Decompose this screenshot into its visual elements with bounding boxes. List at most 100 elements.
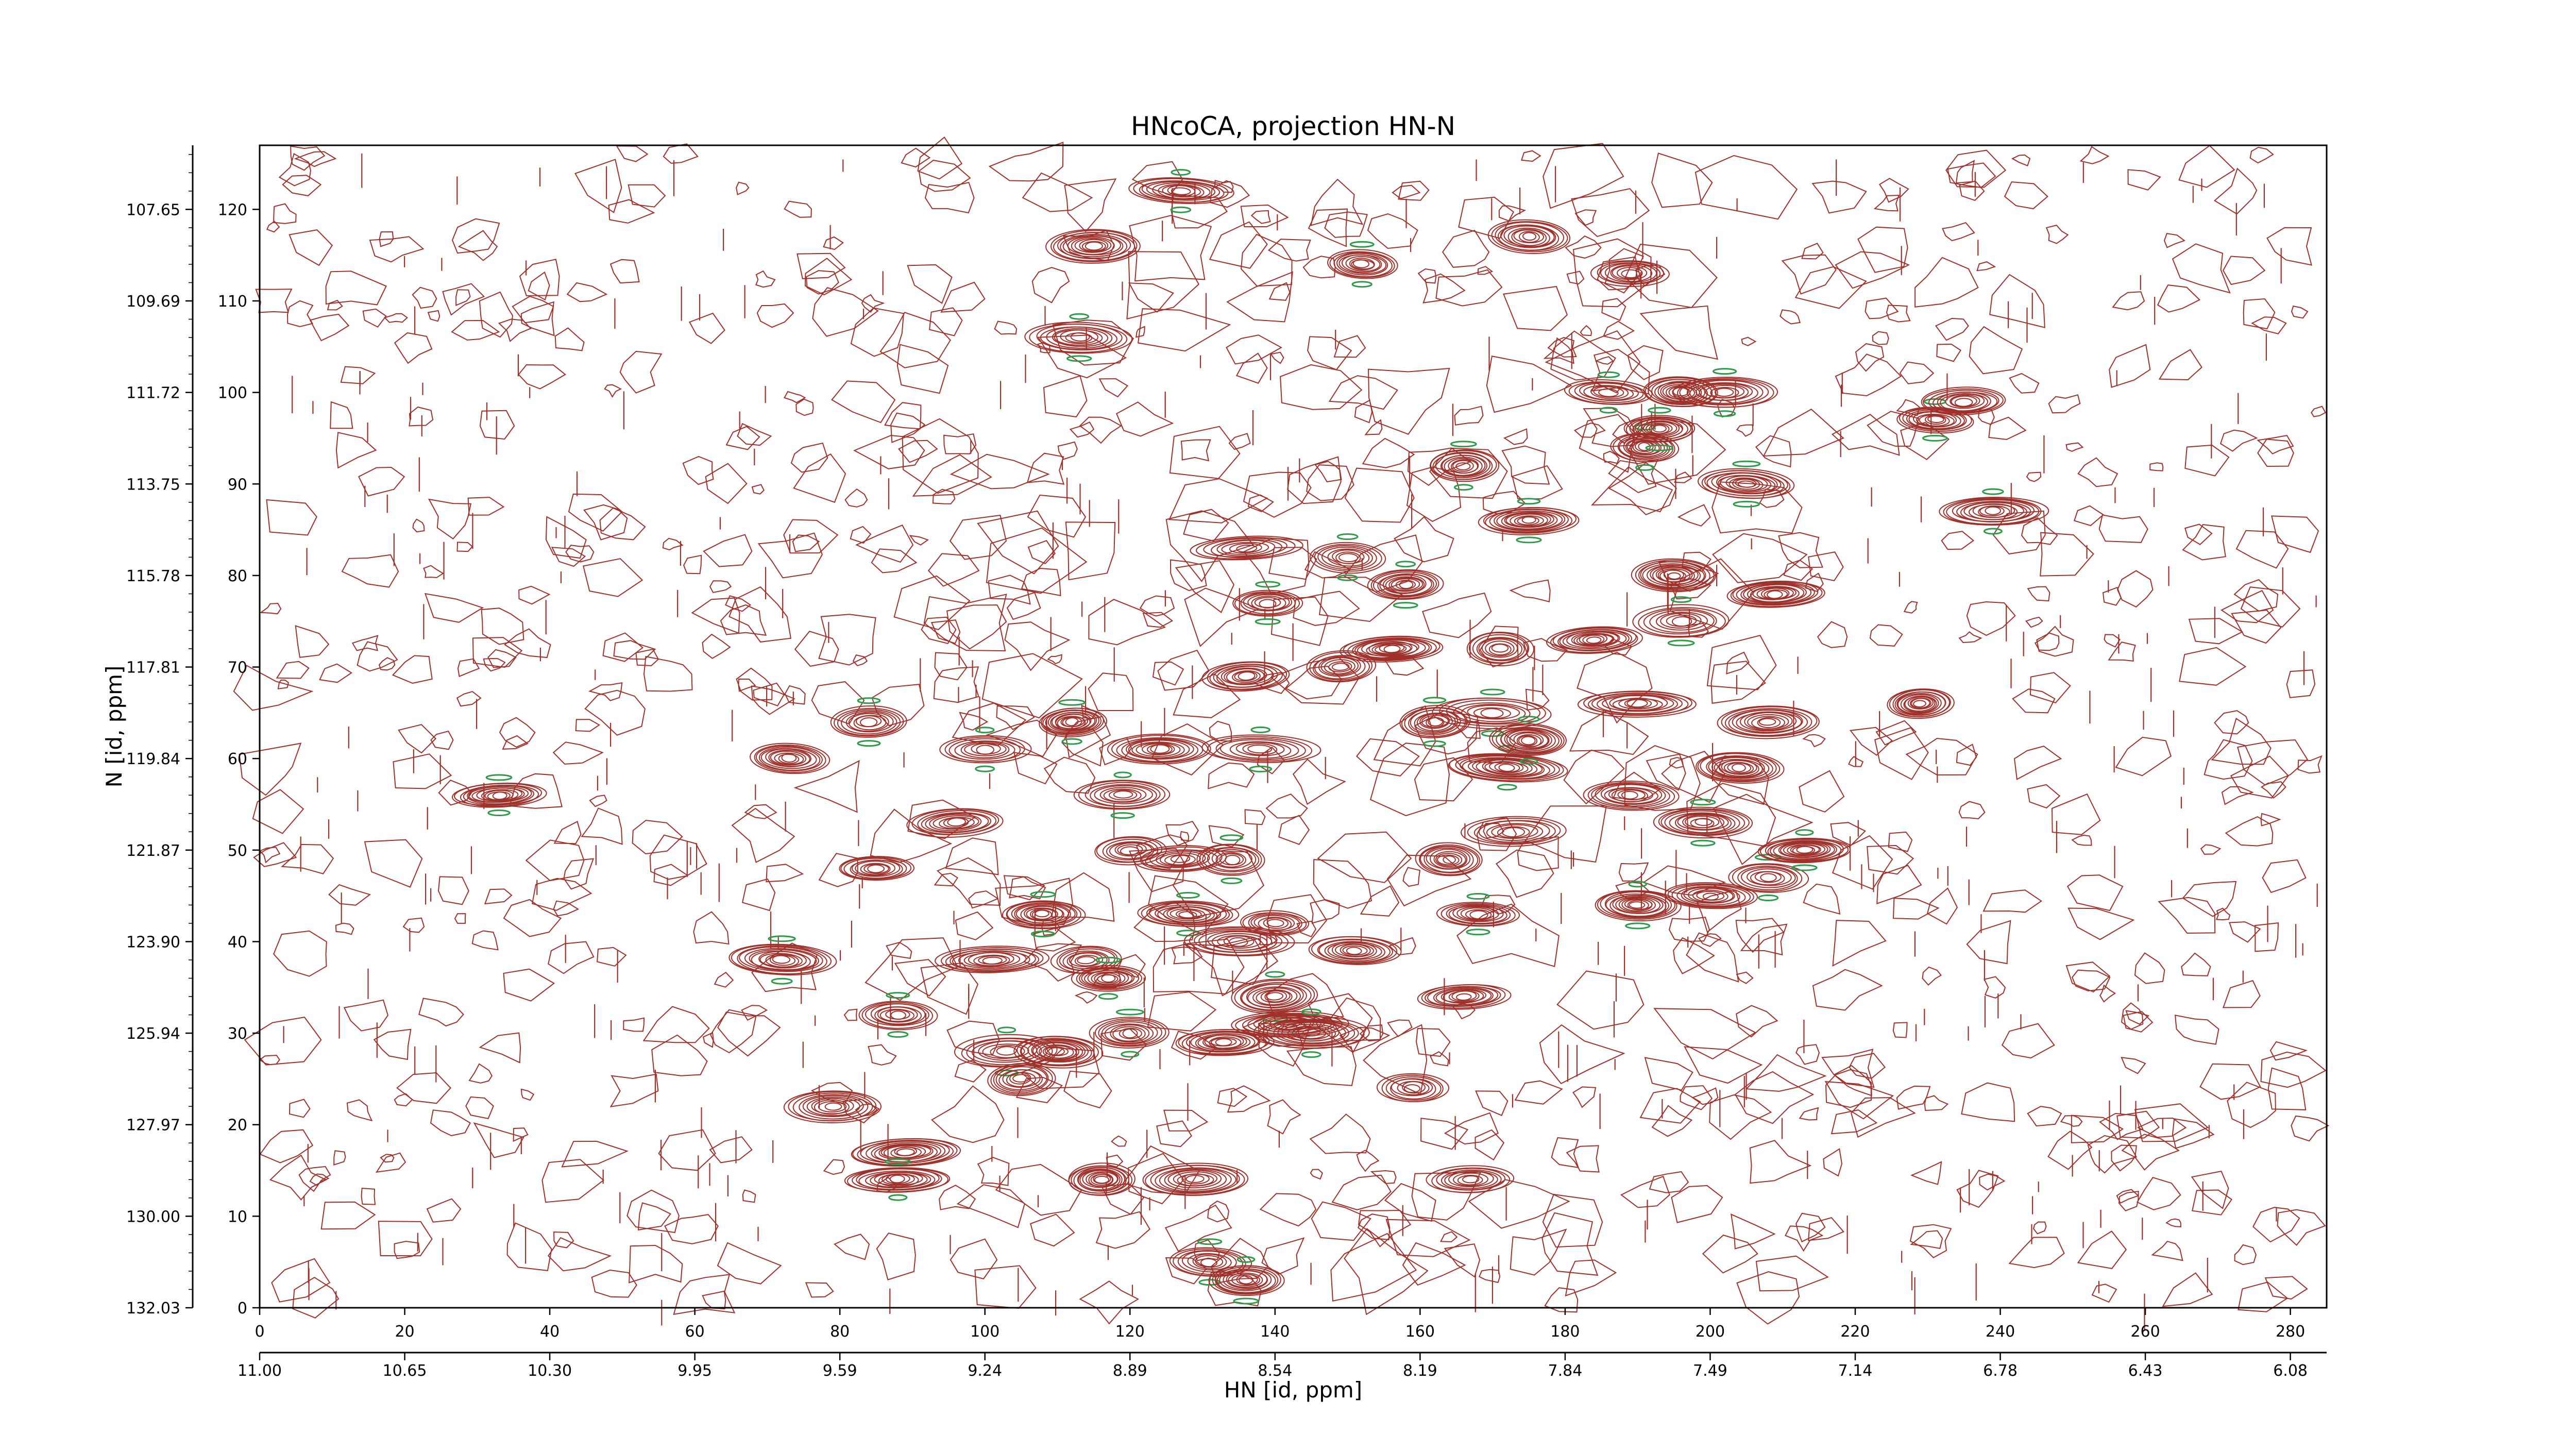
noise-contour — [738, 678, 756, 692]
noise-contour — [1126, 251, 1199, 320]
peak-contour-ring — [1451, 990, 1477, 1002]
noise-contour — [2149, 462, 2164, 471]
peak-contour-ring — [996, 1046, 1017, 1056]
noise-contour — [392, 655, 433, 684]
peak-contour — [1717, 705, 1820, 739]
noise-contour — [503, 968, 555, 1002]
noise-contour — [725, 426, 760, 450]
noise-contour — [375, 1152, 406, 1173]
noise-contour — [2116, 1189, 2140, 1204]
peak-contour-ring — [1320, 657, 1359, 676]
noise-contour — [456, 542, 473, 552]
noise-contour — [2036, 626, 2074, 657]
peak-contour-ring — [1736, 582, 1815, 605]
y-index-tick-label: 60 — [228, 750, 247, 768]
peak-contour-ring — [870, 1003, 926, 1025]
noise-contour — [1148, 875, 1229, 936]
noise-contour — [683, 554, 702, 575]
noise-contour — [1165, 510, 1254, 582]
noise-contour — [626, 1189, 680, 1234]
peak-contour-ring — [749, 949, 817, 970]
peak-contour-ring — [1943, 498, 2042, 526]
noise-contour — [714, 971, 734, 988]
noise-contour — [1074, 991, 1098, 1004]
noise-contour — [378, 1221, 433, 1257]
peak-contour-ring — [1401, 707, 1468, 738]
noise-contour — [933, 666, 979, 703]
peak-contour-ring — [1656, 612, 1708, 631]
noise-contour — [2051, 793, 2101, 835]
noise-contour — [2264, 1276, 2308, 1300]
noise-contour — [426, 1198, 462, 1223]
peak-contour-ring — [1521, 736, 1536, 746]
peak-contour-ring — [1610, 264, 1653, 282]
peak-contour — [1415, 842, 1483, 876]
peak-contour-ring — [1574, 381, 1644, 403]
noise-contour — [1545, 330, 1641, 394]
noise-contour — [239, 743, 302, 796]
peak-contour-ring — [1342, 254, 1382, 273]
peak-contour-ring — [1240, 910, 1309, 936]
noise-contour — [1873, 195, 1900, 212]
noise-contour — [1566, 271, 1585, 285]
noise-contour — [1905, 737, 1978, 775]
peak-contour-ring — [467, 785, 532, 805]
noise-contour — [1164, 1204, 1232, 1252]
noise-contour — [795, 398, 814, 416]
noise-contour — [525, 839, 585, 882]
noise-contour — [512, 296, 554, 324]
noise-contour — [912, 454, 992, 497]
peak-contour-ring — [1928, 390, 1999, 413]
noise-contour — [2257, 438, 2294, 467]
peak-contour-ring — [1604, 263, 1657, 283]
noise-contour — [2184, 444, 2230, 477]
peak-contour-ring — [1318, 656, 1361, 677]
noise-contour — [1211, 937, 1268, 985]
noise-contour — [2221, 786, 2254, 805]
peak-contour-ring — [1317, 545, 1377, 570]
peak-contour — [1921, 386, 2006, 416]
noise-contour — [1848, 755, 1864, 767]
peak-contour-ring — [1916, 413, 1955, 427]
peak-contour-ring — [1207, 662, 1287, 690]
peak-contour-ring — [1452, 460, 1474, 472]
peak-contour-ring — [1476, 637, 1525, 662]
peak-contour-ring — [1502, 827, 1526, 837]
peak-contour-ring — [1667, 572, 1681, 580]
noise-contour — [1004, 621, 1071, 671]
peak-contour-ring — [1660, 382, 1702, 402]
peak-contour-ring — [1073, 780, 1171, 810]
peak-contour-ring — [1692, 889, 1728, 903]
noise-contour — [1267, 1099, 1301, 1135]
peak-contour-ring — [758, 951, 807, 969]
peak-contour-ring — [1219, 739, 1299, 761]
noise-contour — [1333, 335, 1366, 358]
noise-contour — [1694, 155, 1798, 220]
peak-contour-ring — [1170, 908, 1206, 920]
peak-contour-ring — [1324, 659, 1355, 674]
noise-contour — [2229, 921, 2261, 943]
noise-contour — [1778, 532, 1823, 568]
peak-contour-ring — [1730, 581, 1823, 608]
noise-contour — [1339, 1026, 1391, 1052]
noise-contour — [986, 527, 1088, 594]
peak-contour-ring — [964, 742, 1007, 756]
noise-contour — [320, 1201, 376, 1230]
noise-contour — [2071, 834, 2092, 846]
peak-contour-ring — [1453, 1172, 1488, 1187]
peak-contour-ring — [1051, 712, 1092, 731]
noise-contour — [1565, 235, 1602, 259]
noise-contour — [2191, 1170, 2229, 1209]
noise-contour — [1671, 1185, 1723, 1223]
peak-contour-ring — [1979, 505, 2005, 517]
x-index-tick-label: 200 — [1696, 1323, 1725, 1341]
peak-contour-ring — [1150, 1165, 1240, 1194]
negative-contour — [1249, 765, 1273, 772]
noise-contour — [1961, 1082, 2015, 1122]
noise-contour — [340, 366, 376, 384]
peak-contour-ring — [1166, 906, 1211, 922]
noise-contour — [563, 858, 595, 890]
noise-contour — [923, 594, 1007, 652]
noise-contour — [1407, 447, 1472, 486]
noise-contour — [1088, 672, 1134, 712]
